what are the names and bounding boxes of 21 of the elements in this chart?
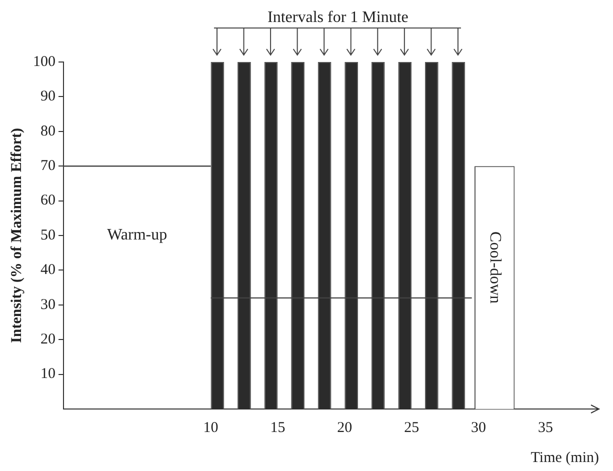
x-tick-label: 15 (270, 420, 286, 436)
y-tick-label: 90 (40, 88, 56, 105)
x-tick-label: 30 (471, 420, 486, 436)
x-axis-title: Time (min) (530, 450, 600, 466)
y-tick-label: 50 (40, 227, 56, 244)
x-tick-label: 25 (404, 420, 420, 436)
text: Intervals for 1 Minute (268, 9, 408, 26)
y-tick-label: 30 (40, 296, 56, 313)
y-axis-title: Intensity (% of Maximum Effort) (8, 128, 25, 343)
y-tick-label: 100 (33, 54, 56, 70)
annotation: Warm-up (107, 226, 168, 244)
y-tick-label: 80 (40, 123, 56, 140)
y-tick-label: 40 (40, 262, 56, 278)
y-tick-label: 60 (40, 192, 56, 209)
x-tick-label: 35 (538, 420, 553, 436)
y-tick-label: 20 (40, 332, 56, 348)
annotation: Cool-down (486, 232, 504, 304)
y-tick-label: 70 (40, 158, 56, 174)
x-tick-label: 10 (203, 420, 218, 436)
x-tick-label: 20 (337, 420, 352, 436)
y-tick-label: 10 (40, 366, 56, 382)
